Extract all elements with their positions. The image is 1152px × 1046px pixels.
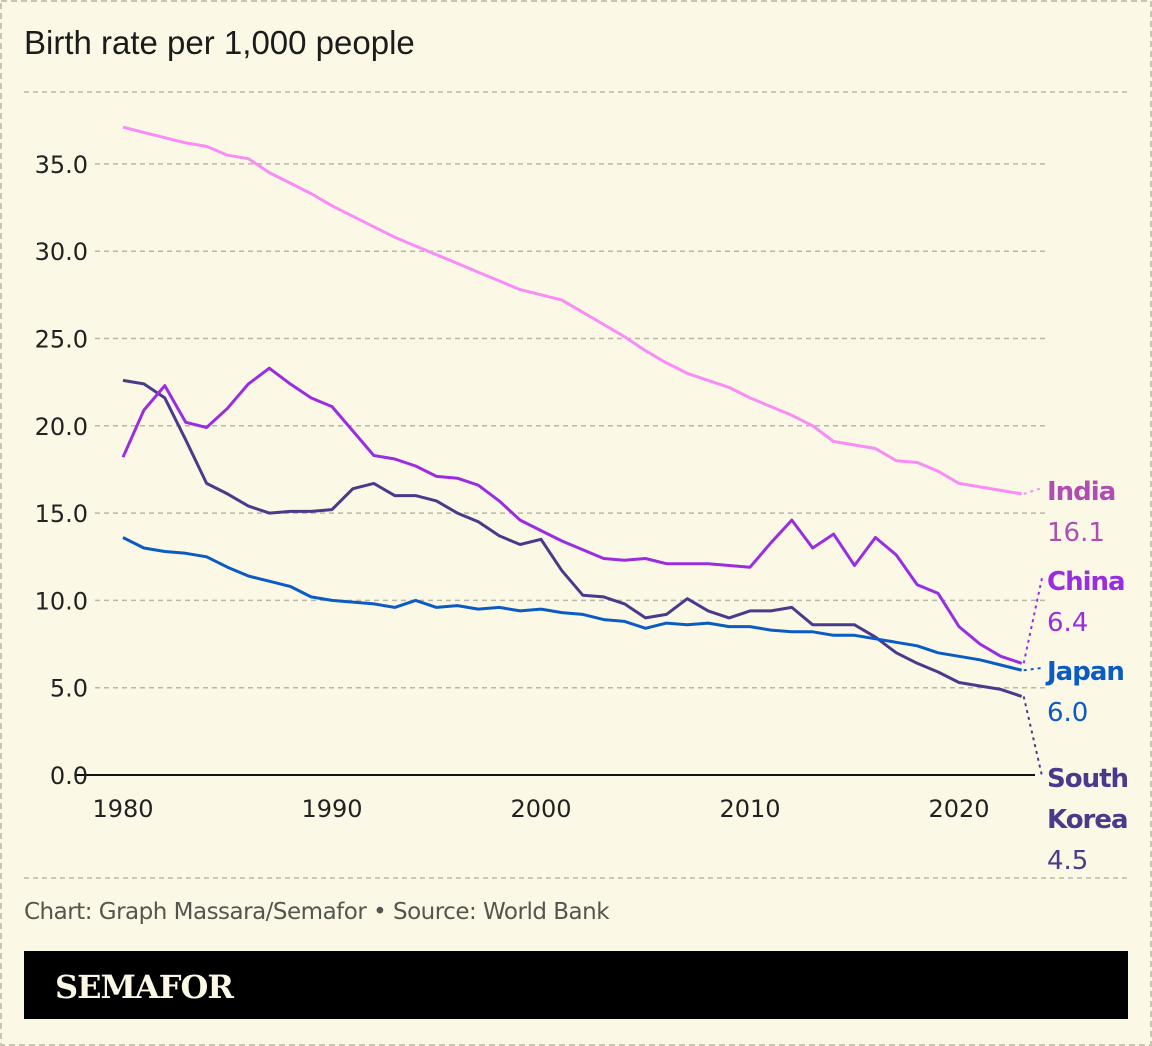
x-tick-label: 2010 [719,795,780,823]
y-tick-label: 15.0 [35,500,88,528]
series-end-value-china: 6.4 [1047,608,1088,638]
chart-title: Birth rate per 1,000 people [24,24,415,61]
y-tick-label: 25.0 [35,326,88,354]
y-tick-label: 20.0 [35,413,88,441]
series-label-china: China [1047,567,1125,597]
semafor-logo: SEMAFOR [55,968,234,1006]
y-tick-label: 5.0 [50,675,88,703]
series-label-south-korea: South [1047,764,1128,794]
leader-line [1023,487,1043,495]
y-tick-label: 0.0 [50,762,88,790]
x-tick-label: 1980 [92,795,153,823]
series-label-south-korea: Korea [1047,805,1128,835]
series-line-south-korea [122,378,1023,698]
y-tick-label: 30.0 [35,238,88,266]
series-line-china [121,366,1023,665]
series-line-india [122,125,1022,496]
y-tick-label: 10.0 [35,587,88,615]
series-label-japan: Japan [1045,657,1124,687]
leader-line [1023,667,1043,672]
series-end-value-india: 16.1 [1047,518,1105,548]
series-line-japan [122,536,1023,672]
series-label-india: India [1047,477,1115,507]
x-tick-label: 2000 [510,795,571,823]
logo-banner [24,951,1128,1019]
x-tick-label: 2020 [928,795,989,823]
y-tick-label: 35.0 [35,151,88,179]
leader-line [1022,577,1043,664]
series-end-value-japan: 6.0 [1047,698,1088,728]
x-tick-label: 1990 [301,795,362,823]
source-credit: Chart: Graph Massara/Semafor • Source: W… [24,899,610,925]
series-end-value-south-korea: 4.5 [1047,846,1088,876]
